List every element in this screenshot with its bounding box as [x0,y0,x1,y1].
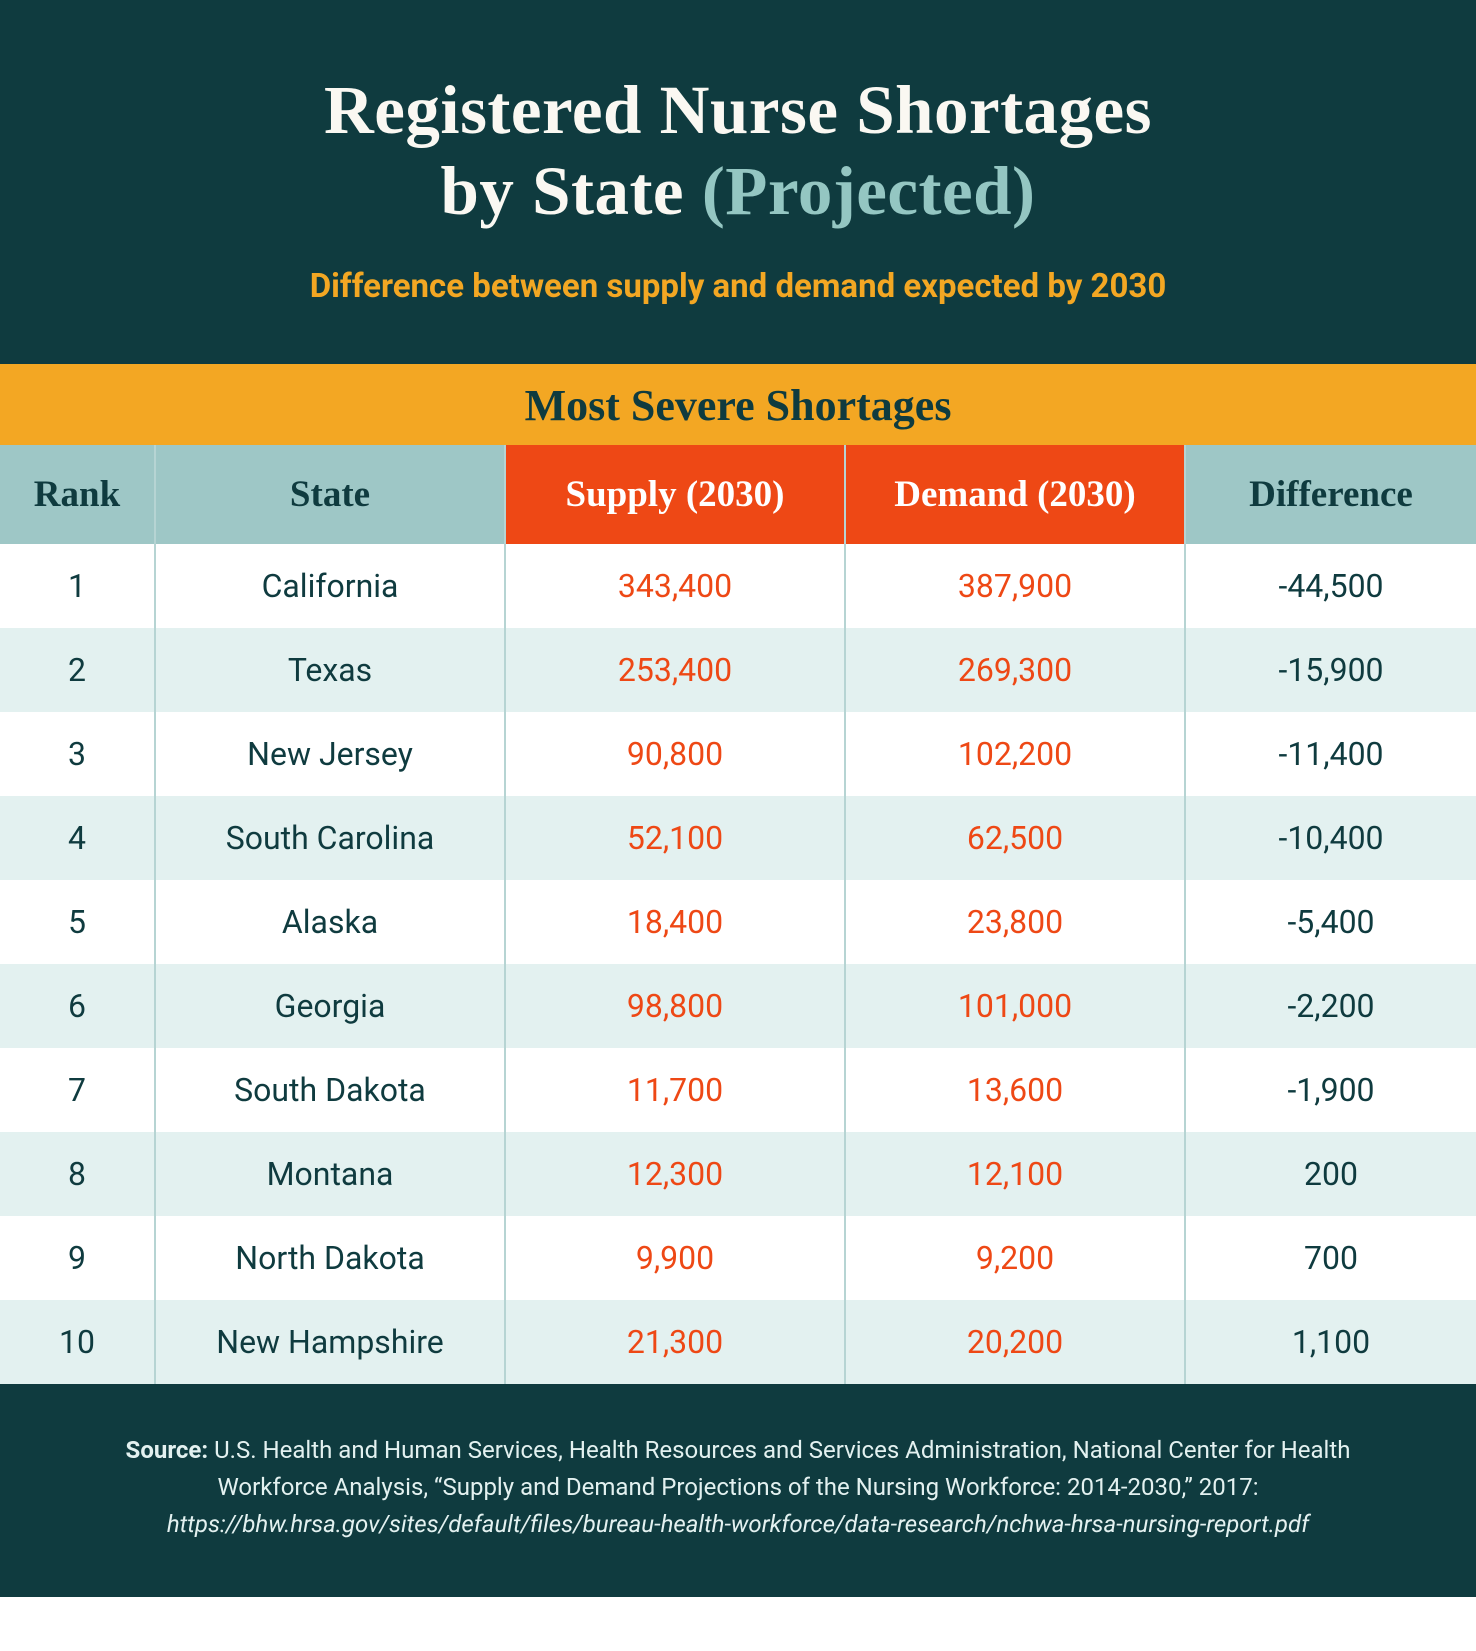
table-cell: 200 [1185,1132,1476,1216]
table-cell: New Jersey [155,712,505,796]
column-header: Supply (2030) [505,445,845,544]
table-cell: 13,600 [845,1048,1185,1132]
table-cell: 21,300 [505,1300,845,1384]
shortages-table: RankStateSupply (2030)Demand (2030)Diffe… [0,445,1476,1384]
table-cell: 90,800 [505,712,845,796]
source-citation: Source: U.S. Health and Human Services, … [0,1384,1476,1598]
table-cell: South Dakota [155,1048,505,1132]
table-cell: Montana [155,1132,505,1216]
table-cell: 1,100 [1185,1300,1476,1384]
table-cell: 387,900 [845,544,1185,628]
table-cell: Alaska [155,880,505,964]
table-cell: 98,800 [505,964,845,1048]
table-row: 9North Dakota9,9009,200700 [0,1216,1476,1300]
table-row: 5Alaska18,40023,800-5,400 [0,880,1476,964]
table-cell: 4 [0,796,155,880]
table-cell: 10 [0,1300,155,1384]
table-cell: 11,700 [505,1048,845,1132]
title-line-2a: by State [440,153,701,229]
table-cell: -11,400 [1185,712,1476,796]
table-cell: 5 [0,880,155,964]
table-cell: Georgia [155,964,505,1048]
table-cell: 269,300 [845,628,1185,712]
table-cell: 6 [0,964,155,1048]
table-row: 1California343,400387,900-44,500 [0,544,1476,628]
table-cell: 62,500 [845,796,1185,880]
column-header: Demand (2030) [845,445,1185,544]
table-cell: California [155,544,505,628]
source-url: https://bhw.hrsa.gov/sites/default/files… [167,1510,1309,1538]
table-row: 8Montana12,30012,100200 [0,1132,1476,1216]
table-cell: 9,900 [505,1216,845,1300]
section-banner: Most Severe Shortages [0,364,1476,445]
source-label: Source: [126,1436,215,1464]
table-row: 6Georgia98,800101,000-2,200 [0,964,1476,1048]
table-cell: 1 [0,544,155,628]
table-cell: North Dakota [155,1216,505,1300]
infographic-card: Registered Nurse Shortages by State (Pro… [0,0,1476,1597]
title-line-1: Registered Nurse Shortages [324,72,1152,148]
table-cell: -15,900 [1185,628,1476,712]
table-cell: 253,400 [505,628,845,712]
table-cell: Texas [155,628,505,712]
table-row: 2Texas253,400269,300-15,900 [0,628,1476,712]
table-cell: 700 [1185,1216,1476,1300]
table-cell: 2 [0,628,155,712]
column-header: Difference [1185,445,1476,544]
table-cell: -1,900 [1185,1048,1476,1132]
table-cell: 12,300 [505,1132,845,1216]
subtitle: Difference between supply and demand exp… [0,267,1476,306]
table-cell: South Carolina [155,796,505,880]
table-cell: 9,200 [845,1216,1185,1300]
table-cell: 20,200 [845,1300,1185,1384]
table-cell: 7 [0,1048,155,1132]
title-line-2b: (Projected) [702,153,1036,229]
table-cell: 23,800 [845,880,1185,964]
table-cell: New Hampshire [155,1300,505,1384]
table-header: RankStateSupply (2030)Demand (2030)Diffe… [0,445,1476,544]
column-header: State [155,445,505,544]
table-cell: 3 [0,712,155,796]
table-cell: 101,000 [845,964,1185,1048]
table-cell: -2,200 [1185,964,1476,1048]
table-cell: -44,500 [1185,544,1476,628]
table-row: 7South Dakota11,70013,600-1,900 [0,1048,1476,1132]
table-row: 10New Hampshire21,30020,2001,100 [0,1300,1476,1384]
table-cell: 102,200 [845,712,1185,796]
page-title: Registered Nurse Shortages by State (Pro… [0,70,1476,233]
table-cell: 8 [0,1132,155,1216]
table-body: 1California343,400387,900-44,5002Texas25… [0,544,1476,1384]
table-row: 4South Carolina52,10062,500-10,400 [0,796,1476,880]
table-cell: 9 [0,1216,155,1300]
table-cell: -10,400 [1185,796,1476,880]
source-body: U.S. Health and Human Services, Health R… [214,1436,1350,1501]
table-cell: 52,100 [505,796,845,880]
table-cell: -5,400 [1185,880,1476,964]
table-cell: 18,400 [505,880,845,964]
table-cell: 12,100 [845,1132,1185,1216]
table-row: 3New Jersey90,800102,200-11,400 [0,712,1476,796]
table-cell: 343,400 [505,544,845,628]
column-header: Rank [0,445,155,544]
